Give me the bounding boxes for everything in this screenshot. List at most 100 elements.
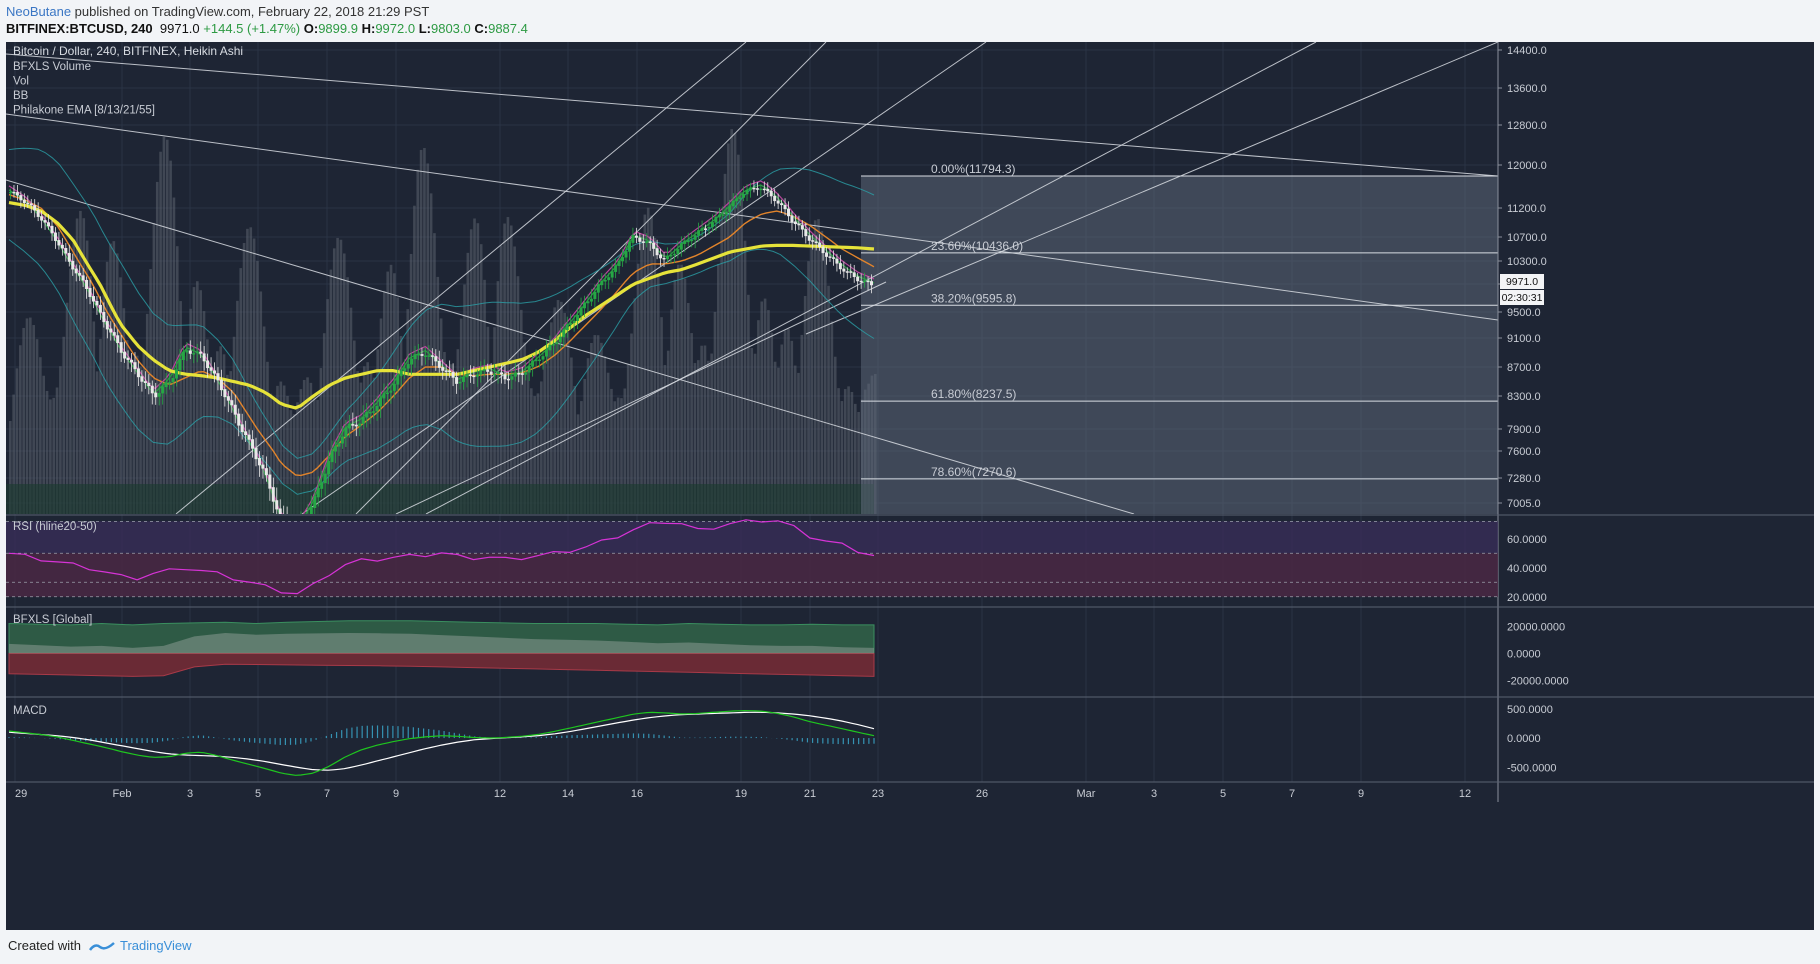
- volume-bar: [830, 321, 834, 514]
- volume-bar: [546, 342, 550, 514]
- candle-body: [95, 301, 99, 306]
- candle-body: [133, 362, 137, 370]
- bb-lower: [8, 239, 875, 495]
- fib-level-label: 23.60%(10436.0): [931, 239, 1023, 253]
- volume-bar: [783, 330, 787, 514]
- candle-body: [403, 368, 407, 371]
- candle-body: [375, 405, 379, 412]
- volume-bar: [519, 309, 523, 514]
- volume-bar: [496, 281, 500, 514]
- candle-body: [406, 364, 410, 369]
- candle-body: [859, 280, 863, 283]
- volume-bar: [196, 281, 199, 514]
- candle-body: [759, 188, 763, 191]
- candle-body: [503, 374, 507, 380]
- volume-bar: [92, 321, 96, 514]
- candle-body: [40, 216, 44, 221]
- volume-bar: [179, 301, 182, 514]
- volume-bar: [800, 334, 804, 514]
- candle-body: [735, 198, 739, 202]
- volume-bar: [553, 307, 556, 514]
- time-tick-label: 12: [494, 788, 506, 800]
- volume-bar: [236, 300, 239, 514]
- candle-body: [157, 393, 161, 397]
- volume-bar: [770, 332, 774, 514]
- volume-bar: [69, 268, 72, 514]
- candle-body: [686, 240, 690, 243]
- candle-body: [648, 241, 652, 244]
- tradingview-link[interactable]: TradingView: [120, 938, 192, 953]
- candle-body: [762, 188, 766, 191]
- candle-body: [870, 281, 873, 286]
- candle-body: [12, 191, 16, 194]
- volume-bar: [586, 358, 590, 514]
- candle-body: [790, 215, 794, 223]
- volume-bar: [169, 160, 172, 514]
- volume-bar: [292, 414, 296, 514]
- volume-bar: [660, 317, 663, 514]
- candle-body: [323, 473, 327, 484]
- chart-legend-item: Philakone EMA [8/13/21/55]: [13, 105, 155, 117]
- chart-svg[interactable]: 0.00%(11794.3) 23.60%(10436.0) 38.20%(9595…: [6, 42, 1814, 930]
- price-axis-panel: [1498, 42, 1814, 930]
- volume-bar: [399, 336, 403, 514]
- candle-body: [195, 351, 199, 354]
- volume-bar: [653, 238, 657, 514]
- volume-bar: [413, 205, 416, 514]
- candle-body: [707, 226, 711, 229]
- candle-body: [569, 322, 573, 325]
- volume-bar: [780, 344, 784, 514]
- publisher-link[interactable]: NeoButane: [6, 4, 72, 19]
- time-tick-label: 16: [631, 788, 643, 800]
- volume-bar: [643, 214, 647, 514]
- fib-retracement-zone: [861, 176, 1498, 514]
- candle-body: [213, 370, 217, 374]
- volume-bar: [403, 365, 406, 514]
- rsi-tick-label: 40.0000: [1507, 563, 1547, 575]
- candle-body: [531, 360, 535, 367]
- volume-bar: [640, 234, 643, 514]
- chart-legend-title: Bitcoin / Dollar, 240, BITFINEX, Heikin …: [13, 44, 243, 58]
- candle-body: [866, 280, 870, 283]
- volume-bar: [373, 377, 376, 514]
- candle-body: [825, 252, 829, 257]
- candle-body: [251, 439, 255, 449]
- candle-body: [544, 349, 548, 357]
- candle-body: [572, 320, 576, 323]
- volume-bar: [787, 328, 790, 514]
- volume-bar: [272, 399, 276, 514]
- candle-body: [745, 189, 749, 195]
- volume-bar: [276, 385, 279, 514]
- volume-bar: [423, 148, 426, 514]
- time-tick-label: 7: [1289, 788, 1295, 800]
- volume-bar: [336, 237, 339, 514]
- volume-bar: [747, 294, 750, 514]
- candle-body: [188, 350, 192, 354]
- time-tick-label: Feb: [113, 788, 132, 800]
- candle-body: [174, 369, 178, 379]
- candle-body: [361, 416, 365, 424]
- candle-body: [423, 355, 427, 357]
- candle-body: [679, 243, 683, 250]
- candle-body: [838, 263, 842, 270]
- volume-bar: [82, 218, 86, 514]
- candle-body: [755, 188, 759, 190]
- candle-body: [230, 400, 234, 406]
- volume-bar: [543, 363, 546, 514]
- candle-body: [631, 234, 635, 243]
- volume-bar: [683, 278, 687, 514]
- time-tick-label: 14: [562, 788, 574, 800]
- volume-bar: [837, 388, 840, 514]
- candle-body: [161, 386, 165, 394]
- candle-body: [78, 272, 82, 276]
- candle-body: [67, 252, 71, 262]
- time-tick-label: Mar: [1077, 788, 1096, 800]
- candle-body: [168, 382, 172, 384]
- candle-body: [81, 275, 85, 281]
- candle-body: [752, 187, 756, 190]
- volume-bar: [813, 220, 817, 514]
- volume-bar: [700, 345, 703, 514]
- candle-body: [185, 350, 189, 353]
- chart-area[interactable]: 0.00%(11794.3) 23.60%(10436.0) 38.20%(9595…: [6, 42, 1814, 930]
- candle-body: [506, 378, 510, 381]
